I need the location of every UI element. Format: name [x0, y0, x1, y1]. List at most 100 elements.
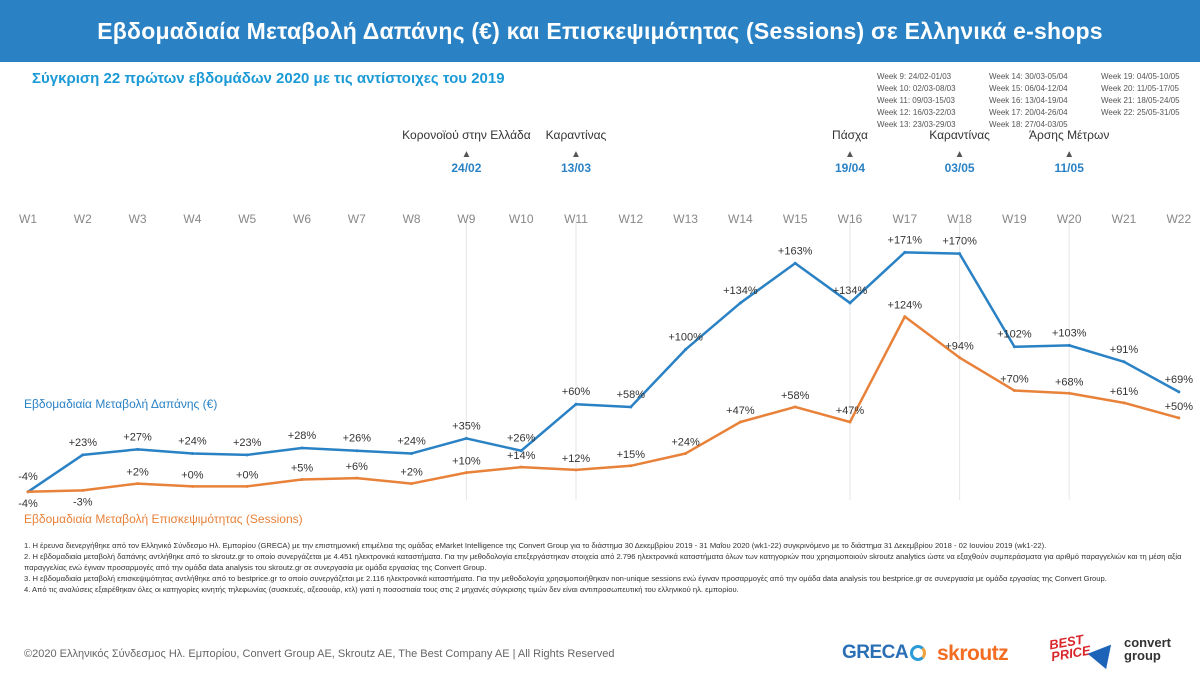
data-label: +60%	[562, 386, 591, 398]
x-tick-label: W18	[947, 212, 972, 226]
week-legend-item: Week 20: 11/05-17/05	[1101, 84, 1179, 93]
up-arrow-icon: ▲	[461, 149, 471, 160]
week-legend-item: Week 21: 18/05-24/05	[1101, 96, 1180, 105]
data-point	[190, 484, 194, 488]
x-tick-label: W9	[457, 212, 475, 226]
data-label: +23%	[69, 437, 98, 449]
data-label: -4%	[18, 471, 38, 483]
skroutz-logo: skroutz	[937, 642, 1009, 665]
x-tick-label: W15	[783, 212, 808, 226]
data-point	[1012, 345, 1016, 349]
up-arrow-icon: ▲	[845, 149, 855, 160]
event-label: Καραντίνας	[546, 130, 607, 142]
data-point	[1067, 343, 1071, 347]
data-point	[574, 468, 578, 472]
spend-series-line	[27, 251, 1180, 493]
data-point	[300, 477, 304, 481]
series-label-spend: Εβδομαδιαία Μεταβολή Δαπάνης (€)	[24, 397, 218, 411]
data-point	[793, 261, 797, 265]
data-label: +6%	[346, 461, 369, 473]
x-tick-label: W7	[348, 212, 366, 226]
sessions-series-line	[27, 315, 1180, 494]
data-point	[136, 447, 140, 451]
data-label: +47%	[726, 405, 755, 417]
x-tick-label: W2	[74, 212, 92, 226]
data-label: +103%	[1052, 327, 1087, 339]
data-label: +24%	[178, 435, 207, 447]
week-legend-item: Week 19: 04/05-10/05	[1101, 72, 1180, 81]
data-point	[519, 449, 523, 453]
week-legend-item: Week 12: 16/03-22/03	[877, 108, 956, 117]
data-label: +0%	[181, 469, 204, 481]
note-4: 4. Από τις αναλύσεις εξαιρέθηκαν όλες οι…	[24, 585, 739, 594]
data-point	[519, 465, 523, 469]
x-tick-label: W8	[403, 212, 421, 226]
event-date: 11/05	[1055, 161, 1085, 175]
x-tick-label: W4	[183, 212, 201, 226]
data-point	[245, 453, 249, 457]
event-date: 03/05	[945, 161, 975, 175]
x-tick-label: W12	[618, 212, 643, 226]
data-point	[738, 301, 742, 305]
header-bar: Εβδομαδιαία Μεταβολή Δαπάνης (€) και Επι…	[0, 0, 1200, 62]
data-point	[1122, 401, 1126, 405]
data-label: +35%	[452, 420, 481, 432]
up-arrow-icon: ▲	[1064, 149, 1074, 160]
data-label: +69%	[1165, 374, 1194, 386]
data-label: +26%	[343, 433, 372, 445]
data-label: +170%	[942, 236, 977, 248]
data-label: +68%	[1055, 376, 1084, 388]
week-legend-item: Week 10: 02/03-08/03	[877, 84, 956, 93]
data-point	[958, 252, 962, 256]
data-label: +27%	[123, 431, 152, 443]
greca-logo: GRECA	[842, 642, 927, 664]
event-label: Πάσχα	[832, 130, 868, 142]
data-point	[574, 402, 578, 406]
x-tick-label: W3	[129, 212, 147, 226]
convert-arrow-icon	[1087, 636, 1121, 670]
week-legend-item: Week 11: 09/03-15/03	[877, 96, 955, 105]
x-tick-label: W20	[1057, 212, 1082, 226]
data-point	[355, 449, 359, 453]
event-date: 19/04	[835, 161, 865, 175]
x-tick-label: W21	[1112, 212, 1137, 226]
greca-logo-mark-icon	[910, 644, 927, 661]
x-tick-label: W11	[564, 212, 588, 226]
page-title: Εβδομαδιαία Μεταβολή Δαπάνης (€) και Επι…	[97, 18, 1103, 44]
note-2: 2. Η εβδομαδιαία μεταβολή δαπάνης αντλήθ…	[24, 552, 1182, 572]
data-point	[245, 484, 249, 488]
data-point	[629, 464, 633, 468]
data-point	[684, 347, 688, 351]
chart-subtitle: Σύγκριση 22 πρώτων εβδομάδων 2020 με τις…	[32, 70, 505, 87]
week-legend-item: Week 18: 27/04-03/05	[989, 120, 1068, 129]
data-label: +61%	[1110, 386, 1139, 398]
x-tick-label: W1	[19, 212, 37, 226]
data-label: +23%	[233, 437, 262, 449]
data-point	[903, 315, 907, 319]
note-1: 1. Η έρευνα διενεργήθηκε από τον Ελληνικ…	[24, 541, 1047, 550]
data-point	[629, 405, 633, 409]
x-tick-label: W19	[1002, 212, 1027, 226]
data-point	[848, 420, 852, 424]
x-tick-label: W14	[728, 212, 753, 226]
data-point	[903, 250, 907, 254]
data-point	[684, 451, 688, 455]
data-label: -3%	[73, 496, 93, 508]
data-label: +134%	[833, 285, 868, 297]
data-point	[738, 420, 742, 424]
data-point	[848, 301, 852, 305]
data-label: +12%	[562, 453, 591, 465]
x-tick-label: W10	[509, 212, 534, 226]
data-label: +50%	[1165, 401, 1194, 413]
copyright-footer: ©2020 Ελληνικός Σύνδεσμος Ηλ. Εμπορίου, …	[24, 648, 615, 660]
data-label: +5%	[291, 462, 314, 474]
week-legend-item	[1101, 119, 1197, 130]
partner-logos: GRECA skroutz BEST PRICE convert group	[842, 632, 1172, 670]
x-tick-label: W13	[673, 212, 698, 226]
data-point	[81, 453, 85, 457]
data-label: +100%	[668, 331, 703, 343]
data-label: +24%	[671, 436, 700, 448]
up-arrow-icon: ▲	[571, 149, 581, 160]
data-label: +10%	[452, 456, 481, 468]
data-label: +2%	[400, 467, 423, 479]
